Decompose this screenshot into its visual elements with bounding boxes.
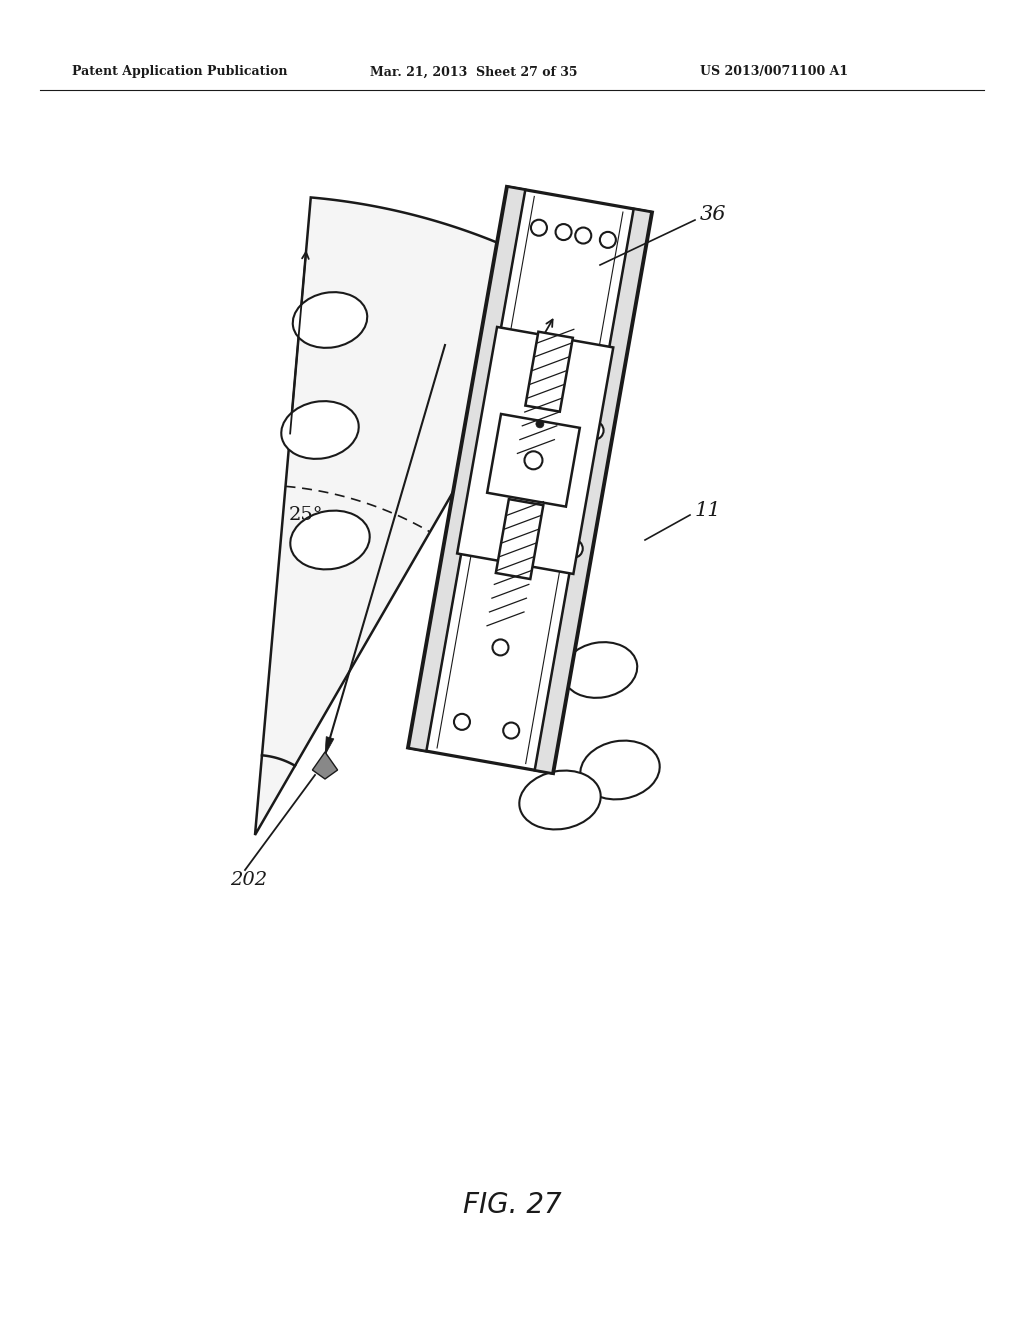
Text: 36: 36 bbox=[700, 206, 726, 224]
Circle shape bbox=[565, 540, 583, 557]
Text: Patent Application Publication: Patent Application Publication bbox=[72, 66, 288, 78]
Ellipse shape bbox=[519, 771, 601, 829]
Ellipse shape bbox=[282, 401, 358, 459]
Ellipse shape bbox=[474, 553, 546, 606]
Polygon shape bbox=[496, 499, 544, 579]
Polygon shape bbox=[535, 209, 651, 774]
Circle shape bbox=[530, 219, 547, 236]
Polygon shape bbox=[409, 186, 525, 751]
Circle shape bbox=[536, 420, 544, 428]
Circle shape bbox=[575, 227, 591, 243]
Ellipse shape bbox=[581, 741, 659, 800]
Circle shape bbox=[454, 714, 470, 730]
Text: US 2013/0071100 A1: US 2013/0071100 A1 bbox=[700, 66, 848, 78]
Ellipse shape bbox=[563, 642, 637, 698]
Circle shape bbox=[600, 232, 615, 248]
Polygon shape bbox=[487, 414, 580, 507]
Text: FIG. 27: FIG. 27 bbox=[463, 1191, 561, 1218]
Polygon shape bbox=[525, 331, 572, 412]
Circle shape bbox=[524, 451, 543, 470]
Ellipse shape bbox=[290, 511, 370, 569]
Polygon shape bbox=[312, 752, 338, 779]
Circle shape bbox=[503, 722, 519, 739]
Circle shape bbox=[556, 224, 571, 240]
Text: Mar. 21, 2013  Sheet 27 of 35: Mar. 21, 2013 Sheet 27 of 35 bbox=[370, 66, 578, 78]
Text: 202: 202 bbox=[230, 871, 267, 888]
Text: 11: 11 bbox=[695, 500, 722, 520]
Circle shape bbox=[493, 639, 509, 656]
Polygon shape bbox=[325, 737, 334, 755]
Ellipse shape bbox=[293, 292, 368, 348]
Polygon shape bbox=[255, 198, 575, 836]
Circle shape bbox=[586, 421, 603, 440]
Polygon shape bbox=[457, 327, 613, 574]
Polygon shape bbox=[408, 186, 652, 774]
Text: 25°: 25° bbox=[289, 506, 324, 524]
